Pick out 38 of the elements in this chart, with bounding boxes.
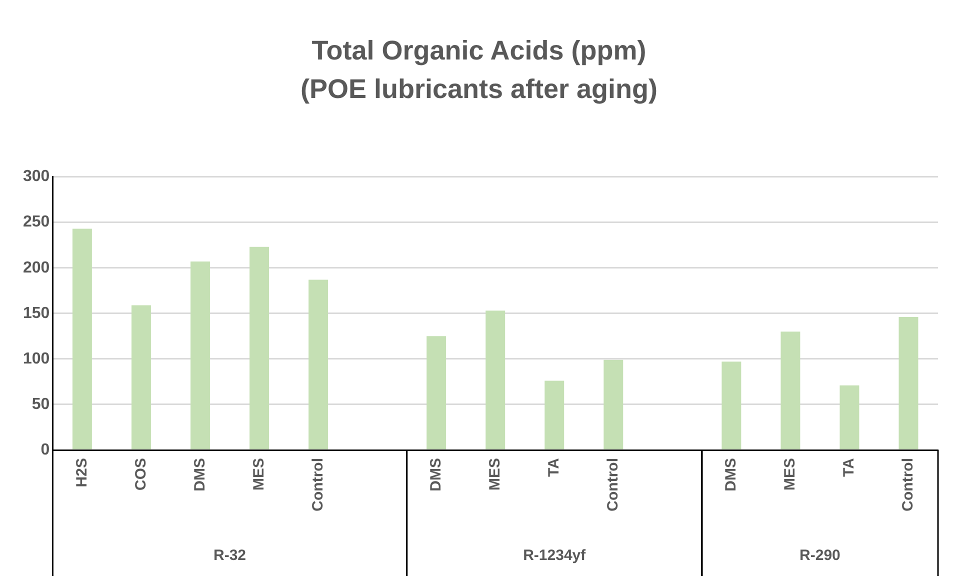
- x-tick-label: DMS: [427, 458, 444, 492]
- chart-title: Total Organic Acids (ppm): [312, 36, 646, 66]
- bar: [898, 317, 918, 450]
- y-tick-label: 0: [40, 441, 50, 458]
- bar: [131, 305, 151, 450]
- bar: [190, 261, 210, 450]
- y-tick-label: 150: [22, 304, 50, 322]
- x-tick-label: Control: [309, 458, 326, 512]
- x-tick-label: DMS: [722, 458, 740, 492]
- y-tick-label: 300: [22, 168, 50, 186]
- y-tick-label: 100: [22, 350, 50, 368]
- y-tick-label: 200: [22, 259, 50, 276]
- text: R-290: [800, 547, 840, 564]
- y-tick-label: 250: [22, 214, 50, 231]
- text: R-1234yf: [523, 547, 587, 564]
- x-tick-label: TA: [840, 458, 858, 477]
- x-tick-label: COS: [132, 458, 150, 491]
- bar: [72, 228, 92, 450]
- x-tick-label: MES: [250, 458, 268, 491]
- x-tick-label: MES: [486, 458, 504, 491]
- x-tick-label: Control: [900, 458, 917, 512]
- bar: [604, 360, 624, 450]
- x-tick-label: MES: [782, 458, 799, 491]
- bar: [426, 336, 446, 450]
- bar: [780, 332, 800, 450]
- bar: [722, 362, 742, 450]
- chart-subtitle: (POE lubricants after aging): [300, 74, 658, 104]
- bar: [486, 310, 506, 450]
- text: R-32: [214, 547, 246, 564]
- x-tick-label: TA: [546, 458, 563, 477]
- bar: [308, 280, 328, 450]
- x-tick-label: H2S: [73, 458, 90, 488]
- bar: [544, 380, 564, 450]
- x-tick-label: DMS: [191, 458, 208, 492]
- bar: [250, 246, 270, 450]
- x-tick-label: Control: [604, 458, 622, 512]
- y-tick-label: 50: [32, 396, 50, 413]
- bar: [840, 385, 860, 450]
